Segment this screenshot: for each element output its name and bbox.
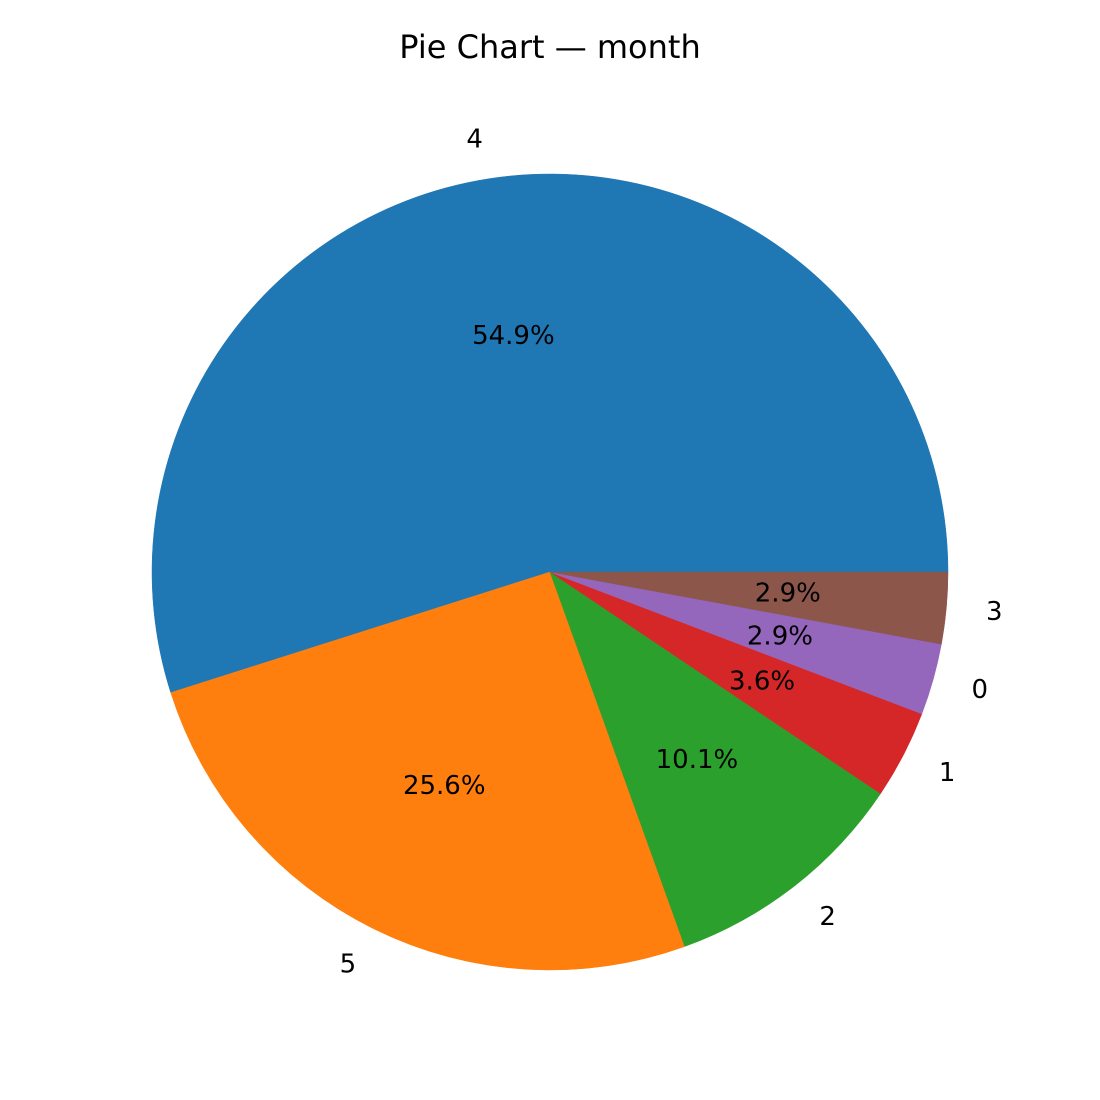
slice-pct-label-3: 2.9% [755, 579, 821, 609]
slice-label-5: 5 [340, 950, 357, 980]
slice-pct-label-1: 3.6% [729, 667, 795, 697]
chart-title: Pie Chart — month [399, 28, 700, 66]
pie-slice-4 [151, 173, 949, 693]
pie-labels: 4 54.9% 5 25.6% 2 10.1% 1 3.6% 0 2.9% 3 2.9% [340, 124, 1003, 979]
slice-pct-label-4: 54.9% [472, 321, 555, 351]
pie-slice-5 [170, 571, 686, 971]
slice-label-1: 1 [939, 758, 956, 788]
slice-pct-label-0: 2.9% [747, 621, 813, 651]
pie-slices [151, 173, 949, 971]
slice-label-4: 4 [466, 124, 483, 154]
slice-pct-label-5: 25.6% [403, 771, 486, 801]
pie-slice-2 [549, 571, 881, 947]
slice-pct-label-2: 10.1% [656, 745, 739, 775]
pie-slice-3 [549, 571, 949, 645]
slice-label-0: 0 [972, 675, 989, 705]
slice-label-2: 2 [819, 902, 836, 932]
slice-label-3: 3 [986, 597, 1003, 627]
